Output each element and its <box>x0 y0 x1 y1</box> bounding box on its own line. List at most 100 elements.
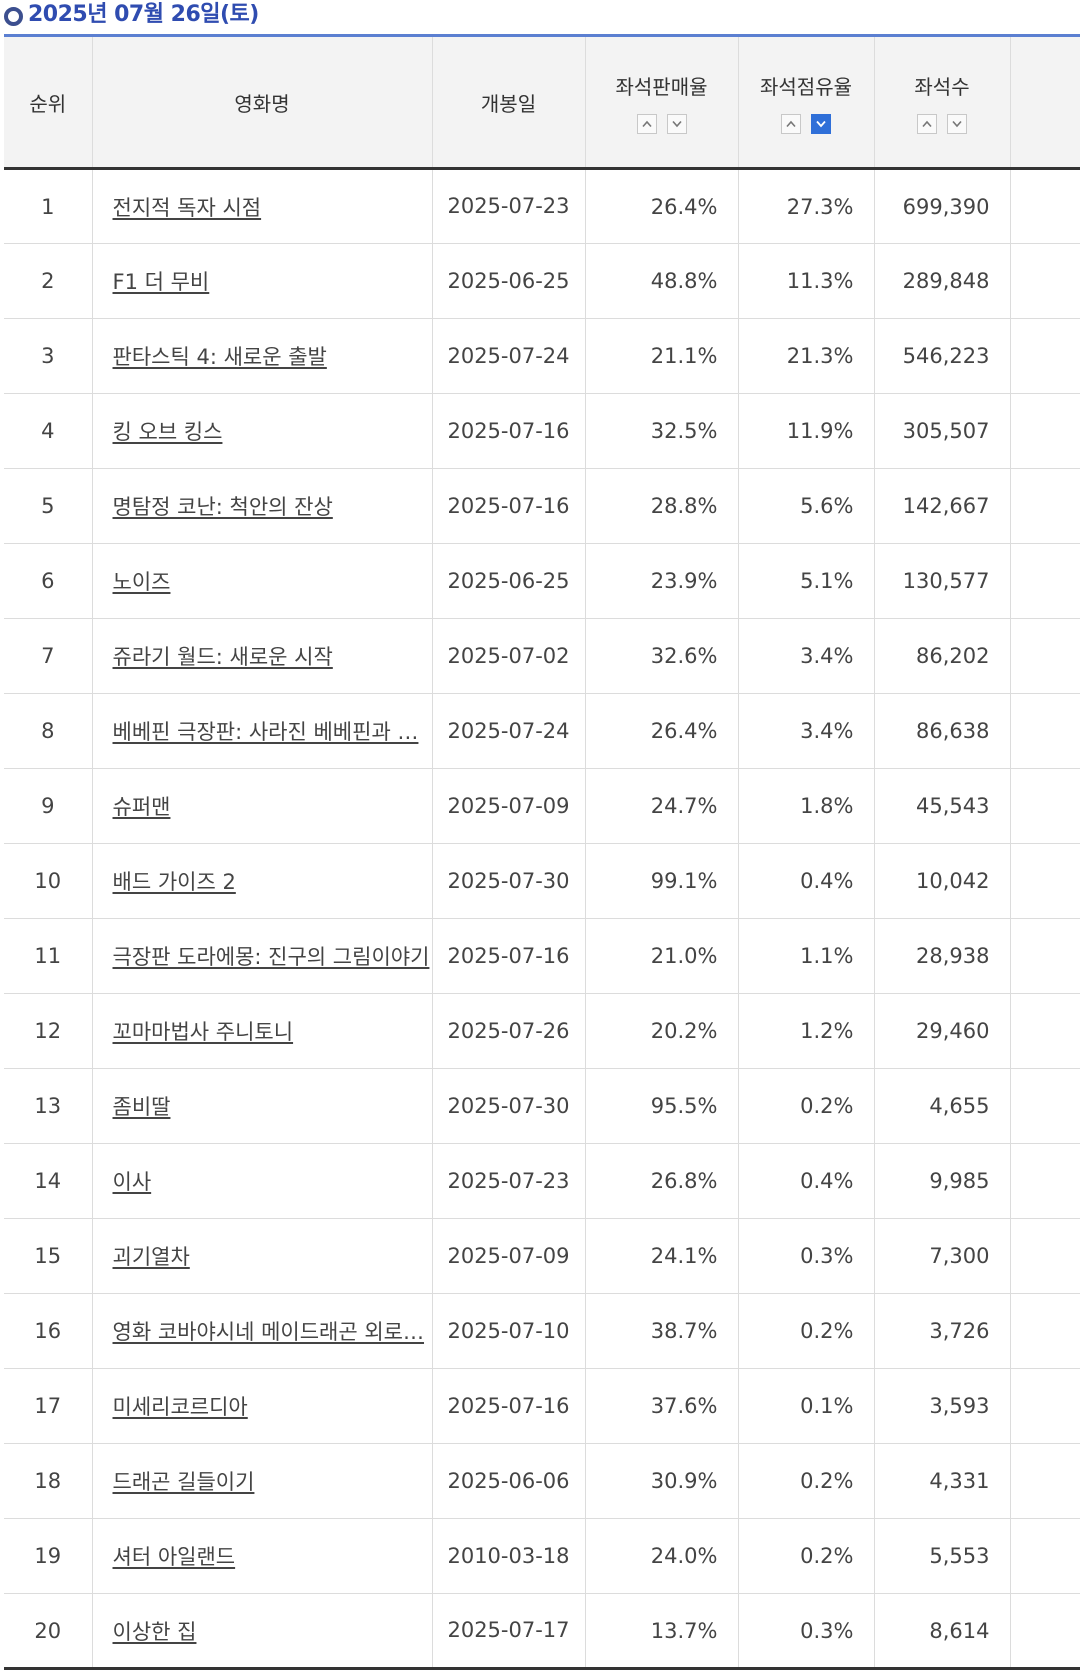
movie-title-link[interactable]: 노이즈 <box>112 570 171 594</box>
movie-name-cell: 꼬마마법사 주니토니 <box>92 993 433 1069</box>
seat-sales-rate-cell: 30.9% <box>585 1443 739 1519</box>
extra-cell <box>1010 393 1080 469</box>
table-row: 2 F1 더 무비 2025-06-25 48.8% 11.3% 289,848 <box>4 243 1080 319</box>
seats-cell: 4,655 <box>874 1068 1011 1144</box>
open-date-cell: 2025-07-16 <box>432 468 586 544</box>
table-row: 7 쥬라기 월드: 새로운 시작 2025-07-02 32.6% 3.4% 86,202 <box>4 618 1080 694</box>
extra-cell <box>1010 168 1080 244</box>
movie-name-cell: 슈퍼맨 <box>92 768 433 844</box>
movie-name-cell: 이사 <box>92 1143 433 1219</box>
table-row: 10 배드 가이즈 2 2025-07-30 99.1% 0.4% 10,042 <box>4 843 1080 919</box>
movie-title-link[interactable]: 좀비딸 <box>112 1095 171 1119</box>
rank-cell: 3 <box>4 318 93 394</box>
table-row: 3 판타스틱 4: 새로운 출발 2025-07-24 21.1% 21.3% 546,2… <box>4 318 1080 394</box>
movie-title-link[interactable]: 셔터 아일랜드 <box>112 1545 236 1569</box>
movie-title-link[interactable]: 쥬라기 월드: 새로운 시작 <box>112 645 333 669</box>
seat-sales-rate-cell: 28.8% <box>585 468 739 544</box>
table-row: 17 미세리코르디아 2025-07-16 37.6% 0.1% 3,593 <box>4 1368 1080 1444</box>
table-row: 12 꼬마마법사 주니토니 2025-07-26 20.2% 1.2% 29,460 <box>4 993 1080 1069</box>
seats-cell: 130,577 <box>874 543 1011 619</box>
sort-asc-seats-button[interactable] <box>917 113 937 134</box>
seat-share-cell: 0.1% <box>738 1368 875 1444</box>
extra-cell <box>1010 918 1080 994</box>
seat-share-cell: 27.3% <box>738 168 875 244</box>
chevron-down-icon <box>816 120 826 127</box>
open-date-cell: 2025-07-24 <box>432 318 586 394</box>
extra-cell <box>1010 1593 1080 1670</box>
movie-title-link[interactable]: 극장판 도라에몽: 진구의 그림이야기 <box>112 945 430 969</box>
open-date-cell: 2025-07-02 <box>432 618 586 694</box>
sort-controls-seat-share <box>739 113 874 134</box>
seat-sales-rate-cell: 99.1% <box>585 843 739 919</box>
movie-title-link[interactable]: 베베핀 극장판: 사라진 베베핀과 … <box>112 720 419 744</box>
seats-cell: 10,042 <box>874 843 1011 919</box>
seats-cell: 28,938 <box>874 918 1011 994</box>
seat-share-cell: 5.1% <box>738 543 875 619</box>
open-date-cell: 2025-07-17 <box>432 1593 586 1670</box>
open-date-cell: 2025-07-24 <box>432 693 586 769</box>
movie-title-link[interactable]: 이상한 집 <box>112 1619 197 1644</box>
movie-title-link[interactable]: 드래곤 길들이기 <box>112 1470 255 1494</box>
seat-share-cell: 0.2% <box>738 1068 875 1144</box>
rank-cell: 1 <box>4 168 93 244</box>
seat-sales-rate-cell: 13.7% <box>585 1593 739 1670</box>
movie-title-link[interactable]: 배드 가이즈 2 <box>112 870 236 894</box>
seat-sales-rate-cell: 38.7% <box>585 1293 739 1369</box>
seat-sales-rate-cell: 24.7% <box>585 768 739 844</box>
seat-sales-rate-cell: 21.0% <box>585 918 739 994</box>
date-title-bar: 2025년 07월 26일(토) <box>0 0 1080 34</box>
table-row: 1 전지적 독자 시점 2025-07-23 26.4% 27.3% 699,390 <box>4 168 1080 244</box>
movie-name-cell: 전지적 독자 시점 <box>92 168 433 244</box>
sort-desc-seat-share-button[interactable] <box>811 113 831 134</box>
seat-share-cell: 3.4% <box>738 618 875 694</box>
seats-cell: 5,553 <box>874 1518 1011 1594</box>
table-row: 11 극장판 도라에몽: 진구의 그림이야기 2025-07-16 21.0% 1.1%… <box>4 918 1080 994</box>
header-seat-sales-rate: 좌석판매율 <box>585 34 739 170</box>
seats-cell: 8,614 <box>874 1593 1011 1670</box>
table-row: 13 좀비딸 2025-07-30 95.5% 0.2% 4,655 <box>4 1068 1080 1144</box>
extra-cell <box>1010 1293 1080 1369</box>
extra-cell <box>1010 543 1080 619</box>
movie-title-link[interactable]: 판타스틱 4: 새로운 출발 <box>112 345 327 369</box>
movie-title-link[interactable]: 명탐정 코난: 척안의 잔상 <box>112 495 333 519</box>
seats-cell: 86,638 <box>874 693 1011 769</box>
table-row: 8 베베핀 극장판: 사라진 베베핀과 … 2025-07-24 26.4% 3.4% 8… <box>4 693 1080 769</box>
rank-cell: 9 <box>4 768 93 844</box>
seats-cell: 9,985 <box>874 1143 1011 1219</box>
seat-sales-rate-cell: 26.4% <box>585 168 739 244</box>
movie-title-link[interactable]: 이사 <box>112 1170 152 1194</box>
sort-asc-seat-sales-rate-button[interactable] <box>636 113 657 134</box>
extra-cell <box>1010 693 1080 769</box>
movie-title-link[interactable]: 영화 코바야시네 메이드래곤 외로… <box>112 1320 425 1344</box>
circle-bullet-icon <box>4 7 23 26</box>
chevron-down-icon <box>952 120 962 127</box>
seats-cell: 29,460 <box>874 993 1011 1069</box>
seat-share-cell: 0.2% <box>738 1518 875 1594</box>
sort-desc-seats-button[interactable] <box>947 113 967 134</box>
sort-asc-seat-share-button[interactable] <box>781 113 801 134</box>
header-rank: 순위 <box>4 34 93 170</box>
seat-sales-rate-cell: 23.9% <box>585 543 739 619</box>
open-date-cell: 2025-07-23 <box>432 168 586 244</box>
movie-title-link[interactable]: 꼬마마법사 주니토니 <box>112 1020 294 1044</box>
open-date-cell: 2025-07-23 <box>432 1143 586 1219</box>
seat-sales-rate-cell: 24.0% <box>585 1518 739 1594</box>
movie-title-link[interactable]: 미세리코르디아 <box>112 1395 248 1419</box>
movie-title-link[interactable]: 전지적 독자 시점 <box>112 195 262 220</box>
seats-cell: 142,667 <box>874 468 1011 544</box>
movie-name-cell: 노이즈 <box>92 543 433 619</box>
header-seat-share: 좌석점유율 <box>738 34 875 170</box>
sort-desc-seat-sales-rate-button[interactable] <box>666 113 687 134</box>
movie-name-cell: F1 더 무비 <box>92 243 433 319</box>
movie-title-link[interactable]: F1 더 무비 <box>112 270 210 294</box>
movie-title-link[interactable]: 괴기열차 <box>112 1245 190 1269</box>
movie-title-link[interactable]: 슈퍼맨 <box>112 795 171 819</box>
seat-share-cell: 1.2% <box>738 993 875 1069</box>
box-office-table: 순위 영화명 개봉일 좌석판매율 좌석점유율 <box>4 34 1080 1670</box>
rank-cell: 4 <box>4 393 93 469</box>
movie-name-cell: 배드 가이즈 2 <box>92 843 433 919</box>
seat-share-cell: 0.2% <box>738 1293 875 1369</box>
movie-title-link[interactable]: 킹 오브 킹스 <box>112 420 223 444</box>
seats-cell: 45,543 <box>874 768 1011 844</box>
rank-cell: 7 <box>4 618 93 694</box>
